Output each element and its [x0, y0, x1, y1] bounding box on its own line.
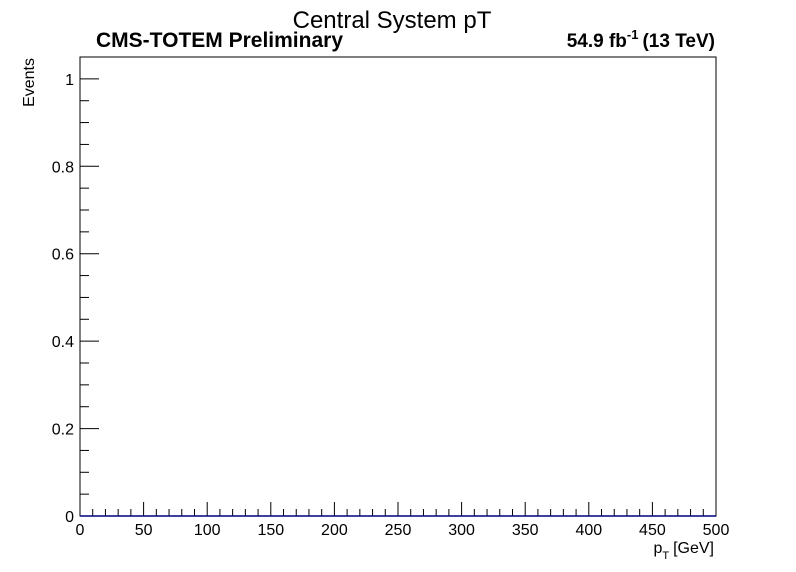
x-tick-label: 250	[385, 522, 412, 539]
y-axis-label: Events	[21, 58, 38, 107]
x-tick-label: 0	[76, 522, 85, 539]
y-tick-label: 0.4	[52, 334, 74, 351]
collision-energy: (13 TeV)	[642, 31, 715, 52]
x-tick-label: 300	[448, 522, 475, 539]
x-tick-label: 100	[194, 522, 221, 539]
y-tick-label: 1	[65, 72, 74, 89]
x-axis-label-unit: [GeV]	[673, 540, 714, 557]
y-tick-label: 0	[65, 509, 74, 526]
y-tick-label: 0.8	[52, 159, 74, 176]
luminosity-label: 54.9 fb-1 (13 TeV)	[567, 27, 715, 52]
y-tick-label: 0.6	[52, 247, 74, 264]
x-tick-label: 450	[639, 522, 666, 539]
x-axis-label: pT [GeV]	[653, 540, 714, 562]
x-tick-label: 150	[257, 522, 284, 539]
x-axis-label-subscript: T	[662, 550, 669, 562]
plot-frame	[79, 56, 717, 517]
x-tick-label: 350	[512, 522, 539, 539]
chart-title: Central System pT	[293, 7, 492, 34]
x-tick-label: 200	[321, 522, 348, 539]
x-tick-label: 50	[135, 522, 153, 539]
luminosity-value: 54.9 fb	[567, 31, 627, 52]
x-tick-label: 400	[575, 522, 602, 539]
experiment-label: CMS-TOTEM Preliminary	[96, 29, 343, 52]
y-tick-label: 0.2	[52, 422, 74, 439]
axis-tick-labels: 0 50 100 150 200 250 300 350 400 450 500 0 0.2 0.4 0.6…	[52, 72, 730, 539]
x-tick-label: 500	[703, 522, 730, 539]
x-axis-label-main: p	[653, 540, 662, 557]
luminosity-exponent: -1	[627, 27, 639, 42]
axis-ticks	[79, 56, 717, 517]
